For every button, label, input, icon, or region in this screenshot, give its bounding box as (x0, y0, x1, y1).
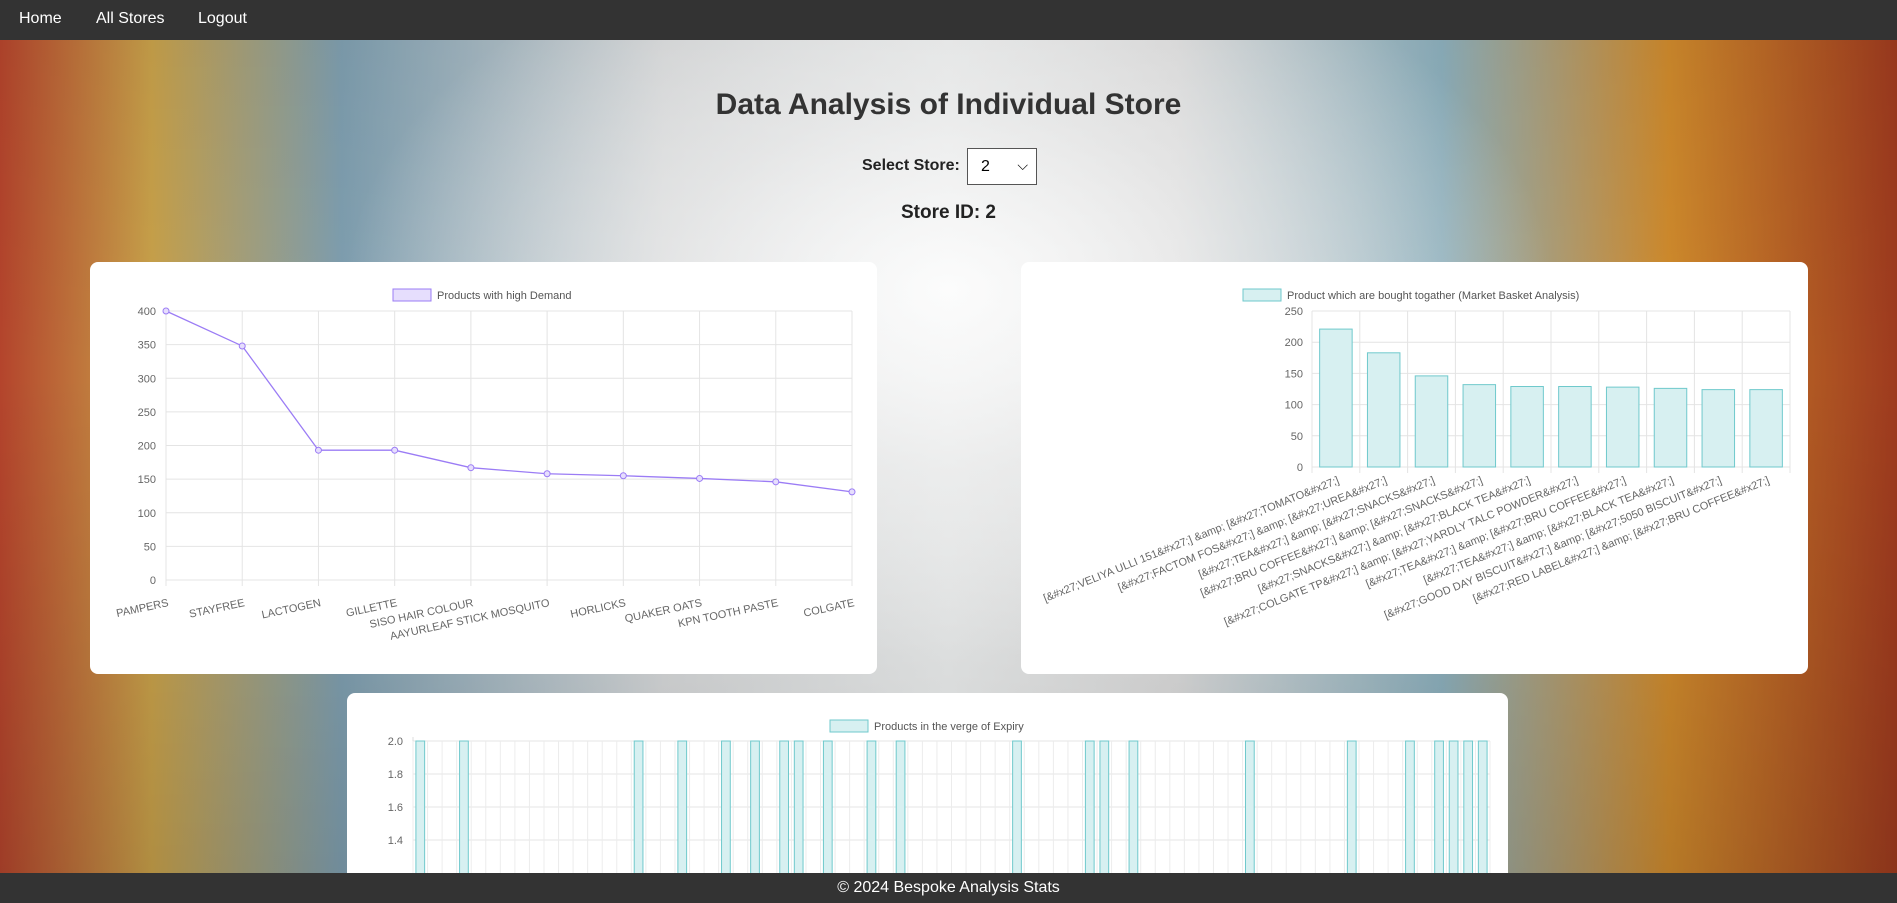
bar (750, 740, 760, 873)
bar (1128, 740, 1139, 873)
select-store-label: Select Store: (862, 157, 960, 174)
y-tick-label: 1.8 (388, 769, 403, 781)
data-point (314, 446, 322, 454)
y-tick-label: 2.0 (388, 736, 403, 748)
bar (1701, 389, 1736, 468)
bar (895, 740, 906, 873)
y-tick-label: 100 (138, 508, 156, 520)
legend-swatch (829, 719, 869, 733)
bar (779, 740, 789, 873)
store-selector-row: Select Store: 2 ⌵ (0, 148, 1897, 185)
y-tick-label: 50 (144, 541, 156, 553)
bar (721, 740, 731, 873)
store-select[interactable]: 2 ⌵ (967, 148, 1037, 185)
y-tick-label: 0 (1297, 462, 1303, 474)
legend-swatch (1242, 288, 1282, 302)
bar (1099, 740, 1110, 873)
bar (1346, 740, 1357, 873)
nav-logout-link[interactable]: Logout (198, 10, 247, 27)
bar (1477, 740, 1488, 873)
bar (1749, 389, 1783, 468)
bar (1366, 352, 1401, 468)
y-tick-label: 1.4 (388, 835, 403, 847)
bar (793, 740, 804, 873)
data-point (162, 307, 170, 315)
expiry-chart-card: 1.4 1.6 1.8 2.0 Products in the verge of Exp… (347, 693, 1508, 873)
bar (1653, 387, 1688, 468)
y-tick-label: 200 (138, 441, 156, 453)
bar (1319, 328, 1353, 468)
high-demand-chart-card: 0 50 100 150 200 250 300 350 400 PAMPERS STAYFREE L… (90, 262, 877, 674)
bar (1405, 740, 1415, 873)
chevron-down-icon: ⌵ (1017, 157, 1028, 173)
x-tick-label: LACTOGEN (261, 597, 323, 621)
y-tick-label: 400 (138, 306, 156, 318)
bar (1414, 375, 1449, 468)
store-select-value: 2 (981, 158, 990, 175)
bar (866, 740, 877, 873)
footer: © 2024 Bespoke Analysis Stats (0, 873, 1897, 903)
bar (1012, 740, 1022, 873)
nav-all-stores-link[interactable]: All Stores (96, 10, 165, 27)
x-tick-label: COLGATE (802, 597, 855, 620)
y-tick-label: 250 (138, 407, 156, 419)
bar (459, 740, 469, 873)
bar (633, 740, 644, 873)
x-tick-label: PAMPERS (115, 597, 169, 620)
legend-label: Products in the verge of Expiry (874, 721, 1024, 733)
bar (1463, 740, 1474, 873)
y-tick-label: 200 (1285, 337, 1303, 349)
data-point (391, 446, 399, 454)
y-tick-label: 350 (138, 340, 156, 352)
nav-home-link[interactable]: Home (19, 10, 62, 27)
bar (1084, 740, 1095, 873)
data-point (543, 470, 551, 478)
data-point (619, 472, 627, 480)
y-tick-label: 50 (1291, 431, 1303, 443)
legend-label: Products with high Demand (437, 290, 572, 302)
footer-copyright: © 2024 Bespoke Analysis Stats (837, 879, 1060, 896)
bar (1434, 740, 1444, 873)
legend-swatch (392, 288, 432, 302)
y-tick-label: 250 (1285, 306, 1303, 318)
data-point (467, 464, 475, 472)
bar (677, 740, 688, 873)
bar (1244, 740, 1255, 873)
expiry-bar-chart: 1.4 1.6 1.8 2.0 Products in the verge of Exp… (388, 719, 1491, 873)
navbar: Home All Stores Logout (0, 0, 1897, 40)
y-tick-label: 300 (138, 373, 156, 385)
data-point (772, 478, 780, 486)
market-basket-chart-card: 0 50 100 150 200 250 [&#x27;VELIYA ULLI 151&#x… (1021, 262, 1808, 674)
legend-label: Product which are bought togather (Marke… (1287, 290, 1579, 302)
y-tick-label: 1.6 (388, 802, 403, 814)
store-id-heading: Store ID: 2 (900, 202, 997, 223)
bar (1558, 386, 1592, 468)
x-tick-label: HORLICKS (569, 597, 627, 620)
page-title: Data Analysis of Individual Store (715, 88, 1182, 121)
bar (1462, 384, 1497, 468)
data-point (696, 474, 704, 482)
series-line (165, 310, 853, 493)
y-tick-label: 150 (1285, 368, 1303, 380)
bar (1510, 386, 1544, 468)
bar (1605, 386, 1640, 468)
data-point (848, 488, 856, 496)
y-tick-label: 150 (138, 474, 156, 486)
x-tick-label: STAYFREE (188, 597, 246, 620)
high-demand-line-chart: 0 50 100 150 200 250 300 350 400 PAMPERS STAYFREE L… (115, 288, 856, 643)
bar (415, 740, 426, 873)
y-tick-label: 100 (1285, 400, 1303, 412)
data-point (238, 342, 246, 350)
bar (822, 740, 833, 873)
bar (1448, 740, 1459, 873)
y-tick-label: 0 (150, 575, 156, 587)
